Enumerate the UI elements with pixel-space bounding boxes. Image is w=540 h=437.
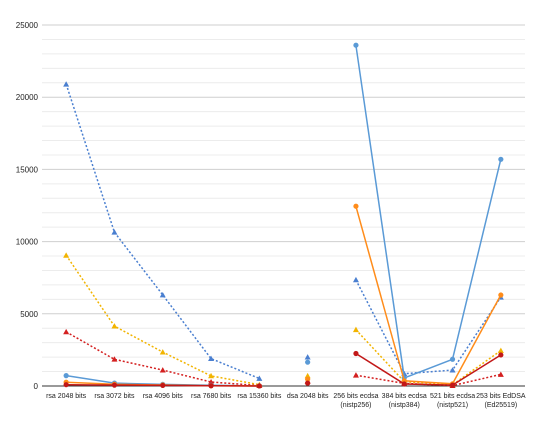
x-tick-label-line: 384 bits ecdsa	[382, 393, 427, 400]
data-point	[449, 382, 456, 388]
x-tick-label: 384 bits ecdsa (nistp384)	[382, 393, 427, 409]
data-point	[208, 372, 215, 379]
y-tick-label: 25000	[16, 21, 39, 30]
series-6	[63, 350, 504, 389]
series-5	[63, 203, 504, 389]
data-point	[497, 371, 504, 377]
data-point	[498, 352, 504, 358]
x-tick-label-line: (nistp384)	[389, 402, 420, 409]
data-point	[353, 42, 359, 48]
data-point	[401, 381, 407, 387]
data-point	[111, 382, 118, 388]
gridlines	[42, 24, 525, 387]
data-point	[497, 347, 504, 354]
data-point	[304, 354, 311, 360]
y-tick-label: 10000	[16, 238, 39, 247]
x-tick-label-line: 521 bits ecdsa	[430, 393, 475, 400]
x-tick-label-line: dsa 2048 bits	[287, 393, 329, 400]
data-point	[63, 382, 69, 388]
data-point	[449, 356, 456, 362]
data-point	[63, 373, 69, 379]
x-tick-label: rsa 2048 bits	[46, 393, 87, 400]
data-point	[353, 203, 359, 209]
x-tick-label: rsa 4096 bits	[143, 393, 184, 400]
series-line	[355, 279, 502, 375]
data-point	[305, 359, 311, 365]
data-point	[353, 350, 359, 357]
x-tick-label-line: (nistp256)	[340, 402, 371, 409]
data-point	[111, 323, 118, 329]
series-line	[355, 45, 502, 379]
x-tick-label: rsa 3072 bits	[94, 393, 135, 400]
data-point	[498, 292, 504, 298]
data-point	[159, 349, 166, 355]
series-2	[63, 252, 504, 388]
y-tick-label: 20000	[16, 93, 39, 102]
data-point	[159, 292, 166, 298]
data-point	[63, 81, 70, 87]
data-point	[256, 383, 262, 389]
data-point	[63, 252, 70, 258]
data-point	[305, 380, 311, 386]
data-point	[111, 229, 118, 235]
series-line	[65, 83, 260, 380]
x-tick-label: 521 bits ecdsa (nistp521)	[430, 393, 475, 409]
series-line	[355, 352, 502, 386]
x-tick-label-line: rsa 4096 bits	[143, 393, 184, 400]
y-tick-label: 0	[34, 382, 39, 391]
series-line	[65, 254, 260, 386]
axes: 0 5000 10000 15000 20000 25000 rsa 2048 bits rs…	[16, 21, 526, 409]
data-point	[208, 383, 214, 389]
data-point	[111, 356, 118, 362]
data-point	[449, 367, 456, 373]
series-line	[355, 205, 502, 385]
x-tick-label: 256 bits ecdsa (nistp256)	[333, 393, 378, 409]
x-tick-label-line: 253 bits EdDSA	[476, 393, 526, 400]
x-tick-label: 253 bits EdDSA (Ed25519)	[476, 393, 526, 409]
data-point	[208, 355, 215, 361]
series-line	[65, 331, 260, 387]
data-point	[352, 372, 359, 378]
data-point	[159, 367, 166, 373]
x-tick-label-line: rsa 3072 bits	[94, 393, 135, 400]
series-3	[63, 328, 504, 388]
data-point	[160, 382, 166, 389]
data-point	[63, 328, 70, 335]
y-tick-label: 15000	[16, 165, 39, 174]
x-tick-label-line: (Ed25519)	[484, 402, 517, 409]
x-tick-label: rsa 7680 bits	[191, 393, 232, 400]
data-point	[208, 378, 215, 385]
x-tick-label-line: rsa 15360 bits	[237, 393, 281, 400]
data-point	[256, 375, 263, 381]
x-tick-label-line: (nistp521)	[437, 402, 468, 409]
x-tick-label: dsa 2048 bits	[287, 393, 329, 400]
data-point	[305, 376, 311, 382]
data-point	[352, 276, 359, 283]
series-group	[63, 42, 504, 389]
data-point	[352, 326, 359, 333]
x-tick-label-line: rsa 7680 bits	[191, 393, 232, 400]
series-4	[63, 42, 504, 389]
x-tick-label: rsa 15360 bits	[237, 393, 281, 400]
data-point	[498, 156, 504, 162]
x-tick-label-line: 256 bits ecdsa	[333, 393, 378, 400]
y-tick-label: 5000	[20, 310, 38, 319]
x-tick-label-line: rsa 2048 bits	[46, 393, 87, 400]
series-line	[355, 329, 502, 386]
data-point	[304, 372, 311, 379]
